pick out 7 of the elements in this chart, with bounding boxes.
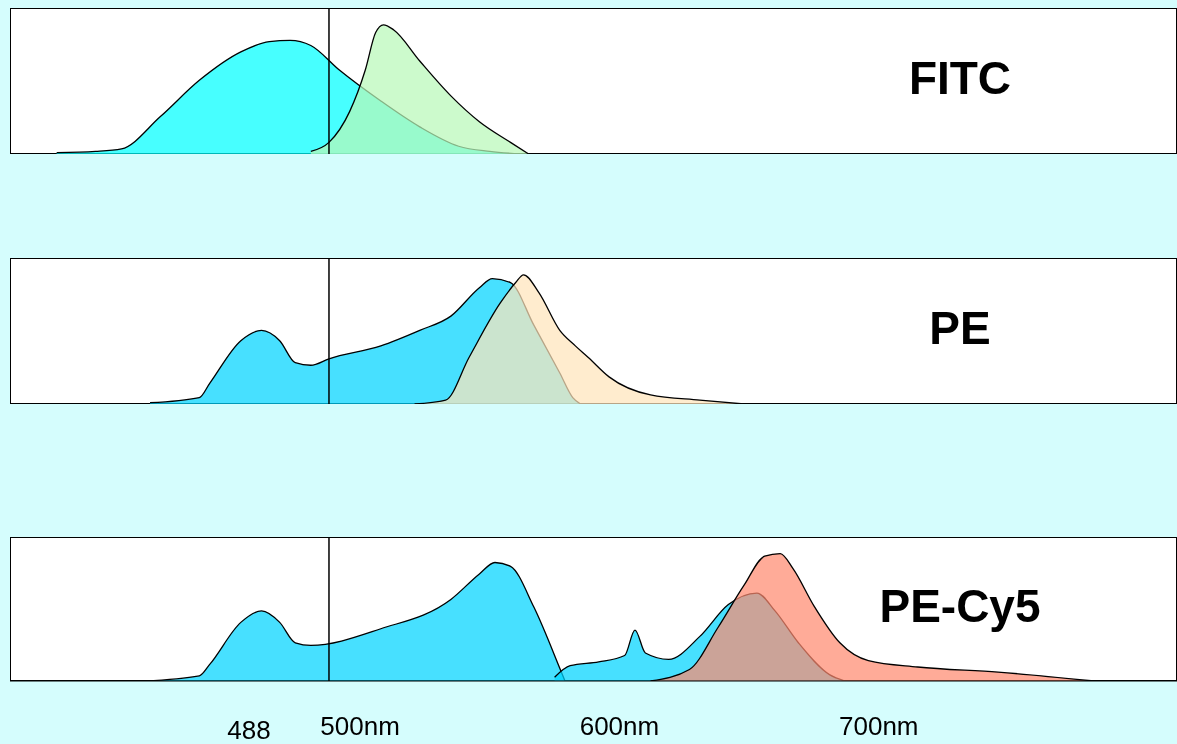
x-tick-label: 600nm [579, 711, 660, 742]
x-tick-label: 700nm [839, 711, 919, 742]
ref-line-label: 488 [227, 715, 271, 744]
text: PE-Cy5 [878, 579, 1042, 633]
text: FITC [907, 51, 1013, 105]
text: PE [928, 301, 992, 355]
x-tick-label: 500nm [320, 711, 400, 742]
